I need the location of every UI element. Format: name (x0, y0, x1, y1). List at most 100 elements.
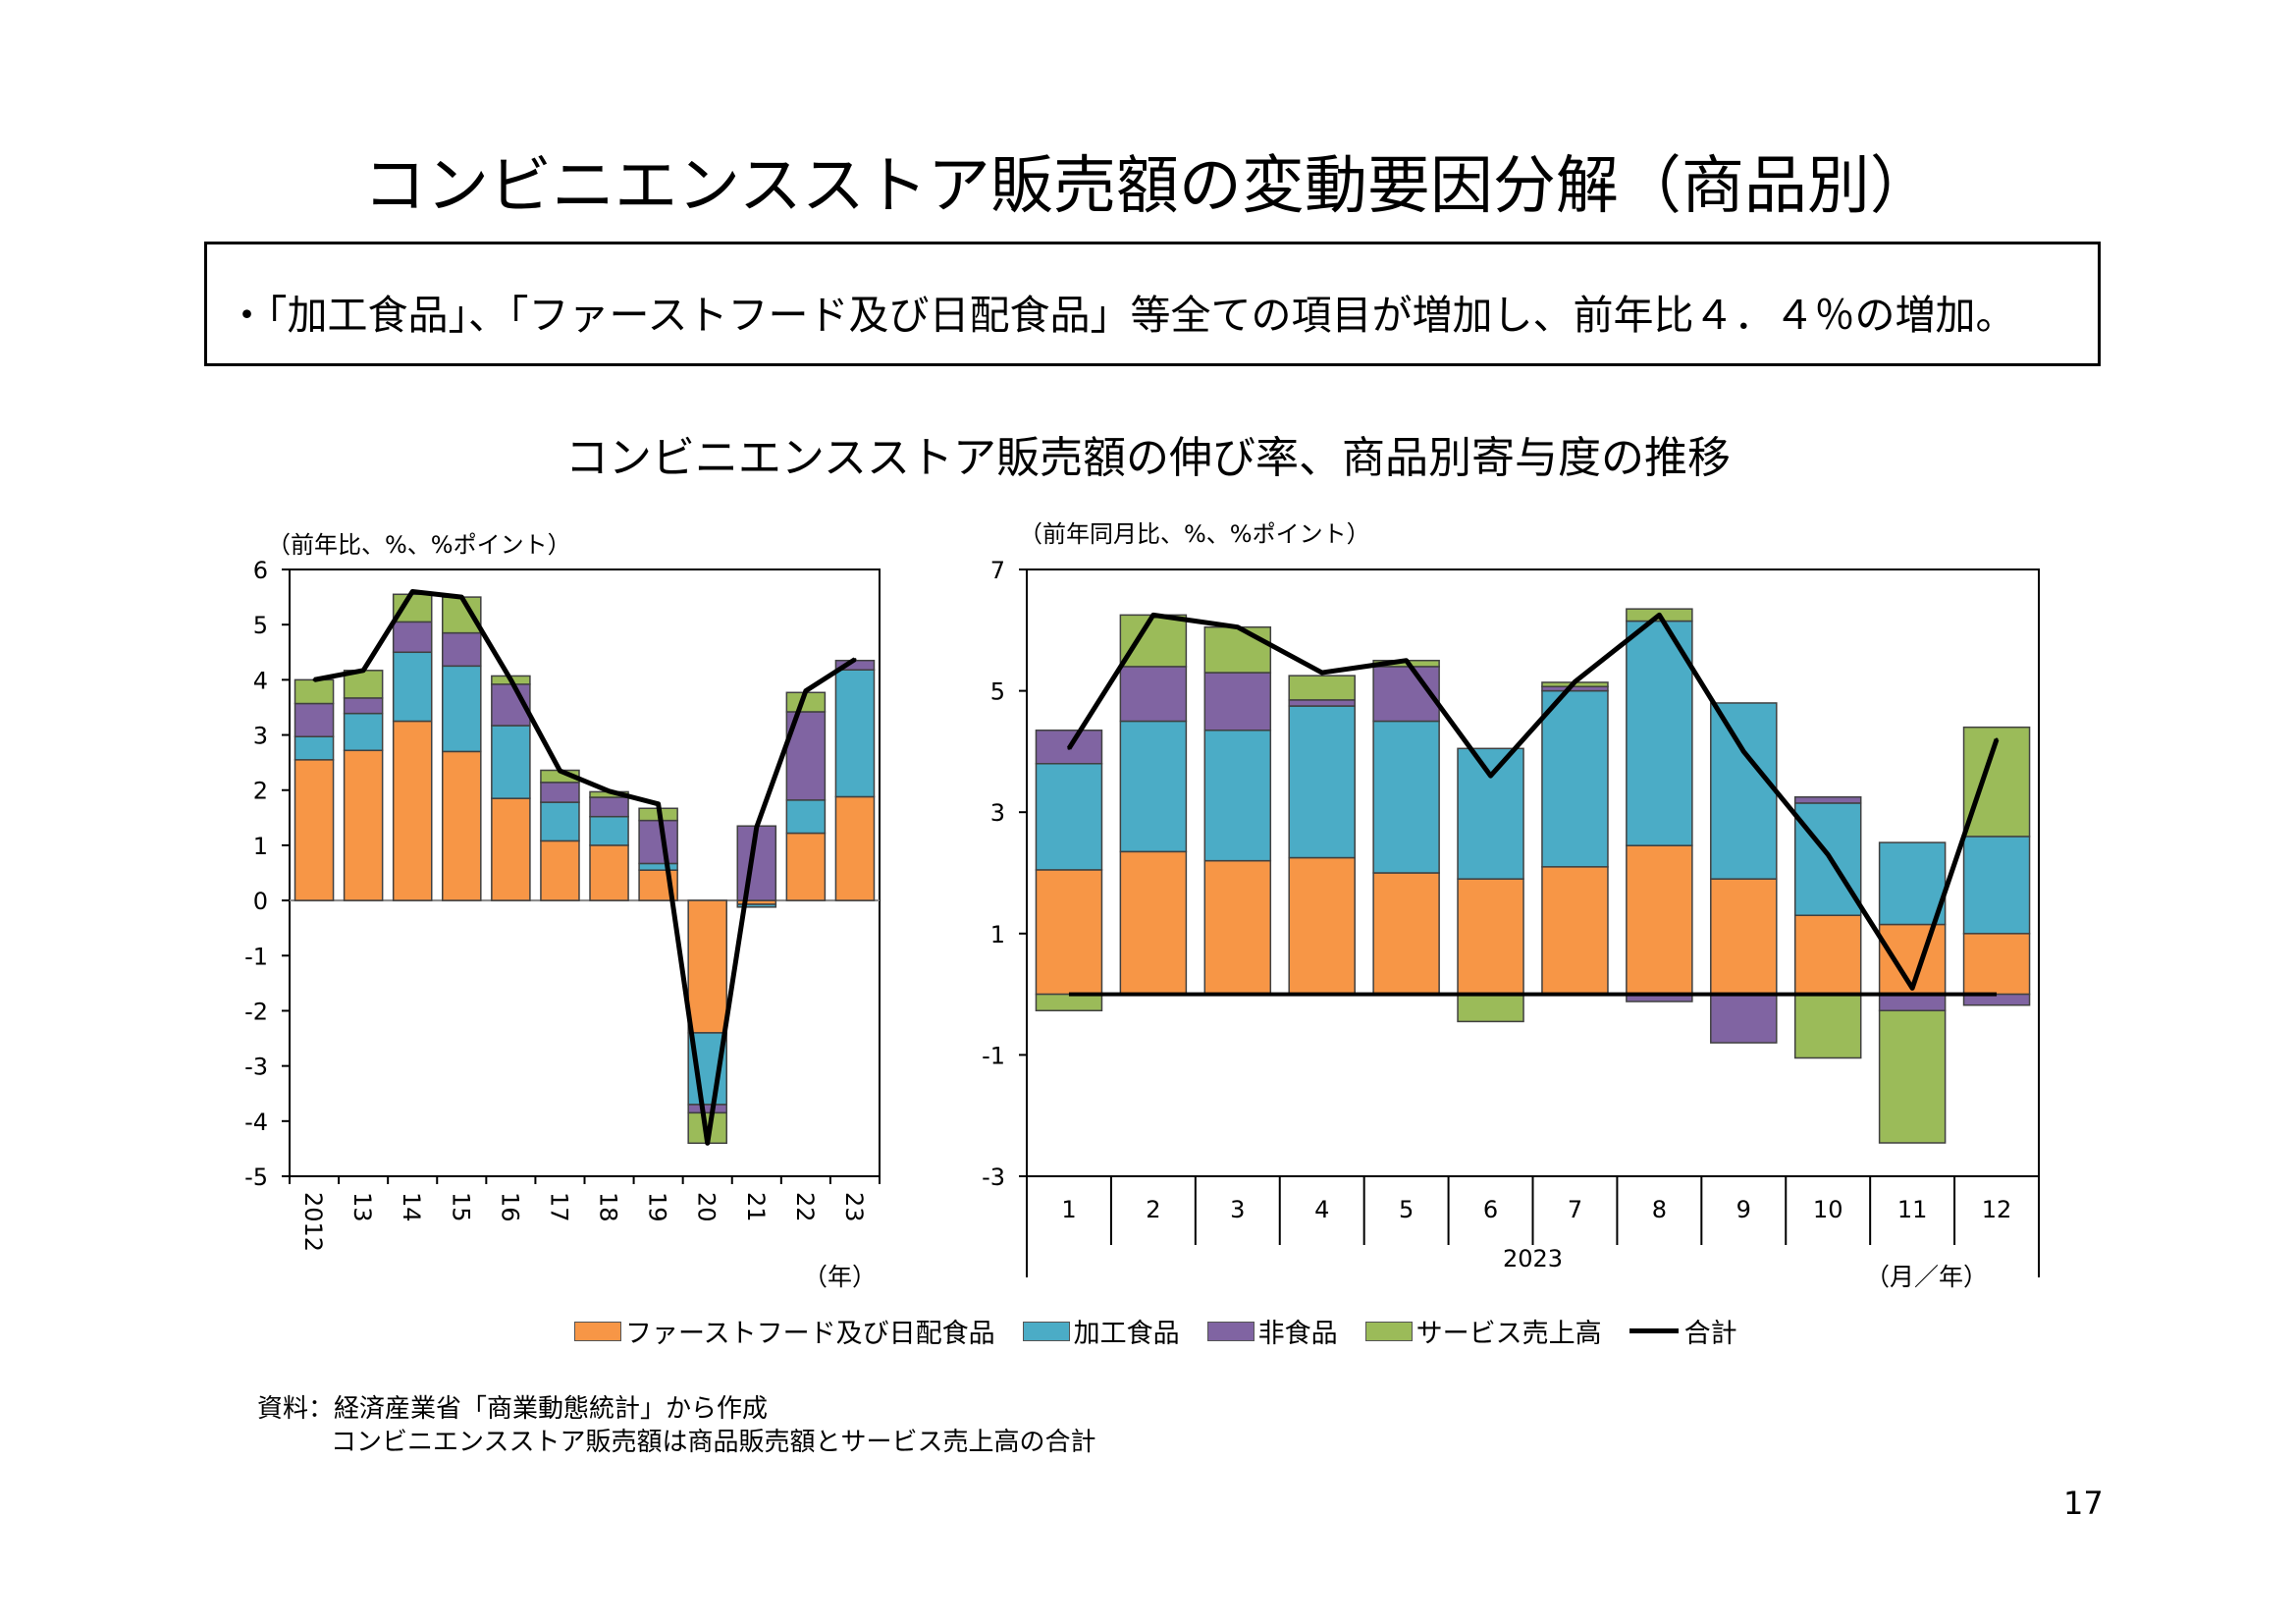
y-tick-label: -3 (244, 1054, 268, 1081)
x-tick-label: 2 (1146, 1196, 1160, 1223)
y-tick-label: 2 (253, 778, 268, 805)
bar-nonfood (1710, 993, 1778, 1044)
legend-label-fastfood: ファーストフード及び日配食品 (625, 1319, 995, 1349)
bar-nonfood (1878, 993, 1947, 1012)
bar-nonfood (540, 782, 580, 803)
x-tick-label: 15 (447, 1192, 474, 1222)
bar-fastfood (1119, 850, 1188, 996)
total-point (410, 589, 414, 593)
x-tick-label: 9 (1736, 1196, 1751, 1223)
total-line (313, 588, 857, 1146)
total-point (361, 669, 365, 673)
total-point (508, 677, 512, 681)
total-point (312, 677, 316, 681)
bar-processed (834, 669, 876, 798)
bar-fastfood (1457, 878, 1524, 996)
bar-nonfood (294, 702, 335, 737)
bar-fastfood (589, 844, 629, 901)
total-point (804, 689, 808, 693)
bar-processed (1203, 730, 1272, 862)
total-point (1657, 613, 1661, 617)
x-tick-label: 22 (791, 1192, 819, 1222)
total-point (1067, 746, 1071, 750)
bar-processed (1962, 836, 2031, 935)
bar-processed (736, 903, 777, 908)
x-tick-label: 18 (595, 1192, 622, 1222)
total-point (1573, 679, 1576, 683)
x-tick-label: 23 (840, 1192, 868, 1222)
source-note: 資料：経済産業省「商業動態統計」から作成 コンビニエンスストア販売額は商品販売額… (257, 1392, 1095, 1459)
bar-service (392, 593, 433, 623)
bar-nonfood (392, 621, 433, 654)
source-line-1: 資料：経済産業省「商業動態統計」から作成 (257, 1394, 769, 1424)
y-tick-label: -1 (982, 1042, 1005, 1069)
y-tick-label: 3 (253, 723, 268, 750)
bar-processed (1035, 763, 1103, 871)
legend-swatch-processed (1022, 1321, 1070, 1341)
bar-nonfood (589, 796, 629, 818)
legend-item-total: 合計 (1629, 1312, 1737, 1350)
bar-fastfood (785, 832, 827, 901)
legend-label-processed: 加工食品 (1073, 1319, 1180, 1349)
legend-swatch-fastfood (574, 1321, 621, 1341)
x-tick-label: 3 (1230, 1196, 1245, 1223)
legend-swatch-service (1364, 1321, 1413, 1341)
bar-nonfood (687, 1104, 727, 1114)
x-axis-title: （年） (803, 1263, 877, 1291)
legend-label-total: 合計 (1683, 1319, 1737, 1349)
bar-fastfood (1710, 878, 1778, 996)
total-point (1489, 774, 1493, 778)
x-tick-label: 7 (1568, 1196, 1582, 1223)
legend-item-nonfood: 非食品 (1206, 1312, 1338, 1350)
bar-nonfood (442, 631, 482, 668)
y-tick-label: 7 (990, 557, 1005, 584)
x-tick-label: 13 (348, 1192, 376, 1222)
legend-label-service: サービス売上高 (1415, 1319, 1602, 1349)
bar-nonfood (1119, 666, 1188, 723)
y-tick-label: 4 (253, 667, 268, 694)
bar-processed (589, 815, 629, 846)
bar-service (1119, 614, 1188, 668)
bar-processed (343, 712, 384, 752)
bar-service (1203, 625, 1272, 674)
bar-fastfood (343, 749, 384, 901)
x-tick-label: 19 (644, 1192, 671, 1222)
legend-label-nonfood: 非食品 (1257, 1319, 1338, 1349)
bar-fastfood (1962, 933, 2031, 996)
y-tick-label: 3 (990, 799, 1005, 827)
bar-processed (1119, 720, 1188, 853)
x-tick-label: 1 (1061, 1196, 1076, 1223)
chart-title: コンビニエンスストア販売額の伸び率、商品別寄与度の推移 (564, 433, 1732, 483)
y-tick-label: -2 (244, 998, 268, 1025)
bar-processed (1457, 747, 1524, 880)
x-tick-label: 4 (1314, 1196, 1329, 1223)
bar-processed (1541, 689, 1609, 868)
unit-label: （前年比、%、%ポイント） (267, 531, 571, 559)
year-label: 2023 (1503, 1245, 1563, 1272)
bar-fastfood (1288, 856, 1356, 996)
bar-service (1793, 993, 1862, 1059)
legend-swatch-total (1629, 1328, 1679, 1333)
bar-processed (638, 862, 678, 871)
y-tick-label: -3 (982, 1164, 1005, 1191)
total-point (1320, 671, 1324, 675)
total-point (853, 658, 857, 662)
total-point (459, 595, 463, 599)
total-point (608, 789, 612, 793)
bar-processed (1878, 841, 1947, 926)
total-point (706, 1141, 710, 1145)
total-point (1910, 986, 1914, 990)
bar-fastfood (1626, 844, 1693, 996)
x-tick-label: 2012 (299, 1192, 327, 1252)
bar-nonfood (1288, 699, 1356, 707)
bar-processed (1710, 702, 1778, 880)
page-number: 17 (2063, 1485, 2104, 1522)
x-tick-label: 14 (398, 1192, 425, 1222)
legend-item-processed: 加工食品 (1022, 1312, 1180, 1350)
bar-fastfood (1203, 859, 1272, 996)
bar-fastfood (1793, 914, 1862, 996)
y-tick-label: 6 (253, 557, 268, 584)
total-line (1066, 612, 2000, 991)
